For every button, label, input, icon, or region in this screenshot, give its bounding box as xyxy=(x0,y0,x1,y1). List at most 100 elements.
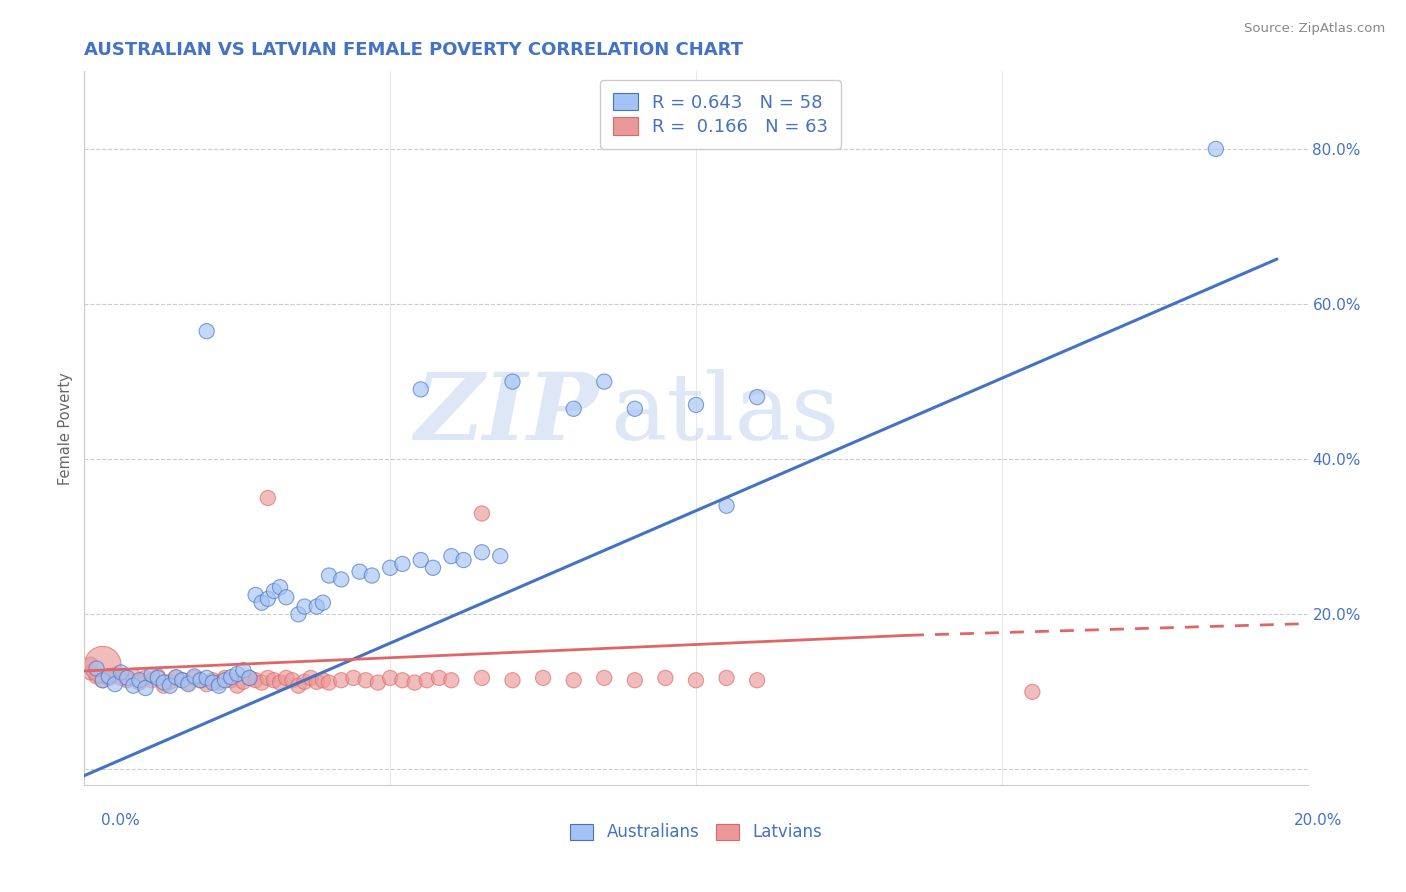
Point xyxy=(281,673,304,688)
Point xyxy=(287,607,309,622)
Text: AUSTRALIAN VS LATVIAN FEMALE POVERTY CORRELATION CHART: AUSTRALIAN VS LATVIAN FEMALE POVERTY COR… xyxy=(84,41,744,59)
Point xyxy=(122,679,145,693)
Point xyxy=(159,674,181,689)
Point xyxy=(318,675,340,690)
Point xyxy=(276,671,298,685)
Point xyxy=(654,671,676,685)
Point xyxy=(195,324,218,338)
Point xyxy=(250,596,273,610)
Point xyxy=(367,675,389,690)
Point xyxy=(86,669,108,683)
Point xyxy=(342,671,364,685)
Point xyxy=(471,507,494,521)
Point xyxy=(226,667,249,681)
Point xyxy=(141,668,163,682)
Point xyxy=(354,673,377,688)
Point xyxy=(404,675,426,690)
Point xyxy=(146,669,169,683)
Point xyxy=(360,568,382,582)
Point xyxy=(79,657,101,672)
Point xyxy=(208,679,231,693)
Point xyxy=(122,669,145,683)
Point xyxy=(135,681,157,695)
Point xyxy=(91,673,114,688)
Point xyxy=(416,673,439,688)
Point xyxy=(471,545,494,559)
Point xyxy=(305,599,328,614)
Point xyxy=(471,671,494,685)
Point xyxy=(190,673,212,688)
Point xyxy=(294,599,316,614)
Point xyxy=(165,671,187,685)
Point xyxy=(502,375,524,389)
Point xyxy=(245,673,267,688)
Point xyxy=(427,671,450,685)
Point xyxy=(214,671,236,685)
Point xyxy=(226,679,249,693)
Point xyxy=(330,673,353,688)
Point xyxy=(276,591,298,605)
Text: 0.0%: 0.0% xyxy=(101,814,141,828)
Point xyxy=(391,673,413,688)
Point xyxy=(128,675,150,690)
Point xyxy=(104,677,127,691)
Point xyxy=(214,673,236,688)
Point xyxy=(86,662,108,676)
Point xyxy=(409,383,432,397)
Point xyxy=(747,673,769,688)
Point xyxy=(115,671,138,685)
Point xyxy=(177,675,200,690)
Point xyxy=(453,553,475,567)
Point xyxy=(232,663,254,677)
Point xyxy=(141,673,163,688)
Point xyxy=(269,675,291,690)
Y-axis label: Female Poverty: Female Poverty xyxy=(58,372,73,484)
Point xyxy=(232,674,254,689)
Point xyxy=(531,671,554,685)
Point xyxy=(165,670,187,684)
Point xyxy=(349,565,371,579)
Legend: Australians, Latvians: Australians, Latvians xyxy=(562,817,830,848)
Point xyxy=(219,673,242,688)
Point xyxy=(172,673,194,688)
Point xyxy=(110,665,132,680)
Point xyxy=(502,673,524,688)
Point xyxy=(747,390,769,404)
Point xyxy=(593,375,616,389)
Point xyxy=(380,671,402,685)
Point xyxy=(305,674,328,689)
Point xyxy=(238,671,260,685)
Point xyxy=(238,671,260,685)
Point xyxy=(391,557,413,571)
Point xyxy=(562,401,585,416)
Text: atlas: atlas xyxy=(610,369,839,458)
Point xyxy=(716,671,738,685)
Point xyxy=(422,561,444,575)
Point xyxy=(172,673,194,688)
Point xyxy=(330,573,353,587)
Point xyxy=(489,549,512,563)
Point xyxy=(201,673,224,688)
Point xyxy=(299,671,322,685)
Point xyxy=(208,675,231,690)
Point xyxy=(257,491,280,505)
Point xyxy=(183,669,205,683)
Point xyxy=(219,670,242,684)
Point xyxy=(312,596,335,610)
Point xyxy=(153,679,176,693)
Point xyxy=(624,673,647,688)
Point xyxy=(380,561,402,575)
Point xyxy=(263,673,285,688)
Text: ZIP: ZIP xyxy=(413,369,598,458)
Point xyxy=(115,673,138,688)
Point xyxy=(263,584,285,599)
Point xyxy=(128,673,150,688)
Point xyxy=(1021,685,1043,699)
Point xyxy=(190,673,212,688)
Point xyxy=(97,671,120,685)
Point xyxy=(269,580,291,594)
Point xyxy=(409,553,432,567)
Point xyxy=(250,675,273,690)
Point xyxy=(159,679,181,693)
Point xyxy=(287,679,309,693)
